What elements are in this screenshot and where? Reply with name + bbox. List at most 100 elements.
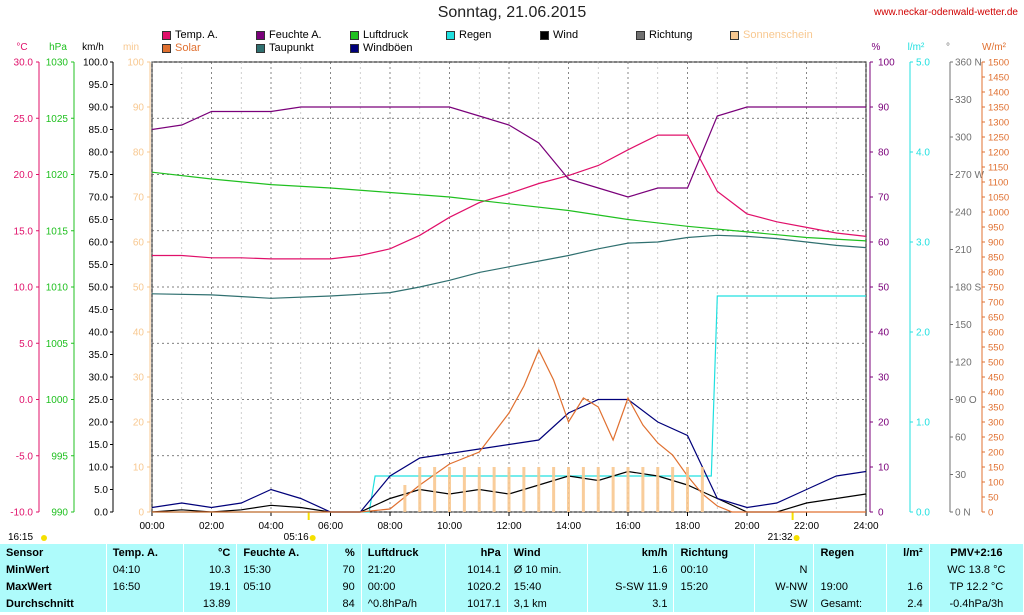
stats-cell: 00:00 (361, 578, 447, 595)
legend-swatch (446, 30, 455, 40)
axis-tick-label: 1150 (988, 163, 1008, 174)
axis-tick-label: 10.0 (14, 283, 34, 294)
axis-tick-label: 990 (51, 508, 68, 519)
axis-tick-label: 80 (133, 148, 145, 159)
axis-tick-label: 15.0 (89, 440, 109, 451)
axis-tick-label: 0.0 (19, 395, 33, 406)
axis-tick-label: 40 (133, 328, 145, 339)
stats-header-cell: Luftdruck (361, 544, 447, 561)
sunshine-bar (581, 467, 585, 512)
legend-swatch (256, 30, 265, 40)
axis-unit: l/m² (908, 42, 925, 53)
sunshine-bar (686, 467, 689, 512)
axis-tick-label: 25.0 (14, 114, 34, 125)
legend-item: Taupunkt (256, 42, 314, 54)
axis-tick-label: 1025 (46, 114, 69, 125)
x-tick-label: 02:00 (199, 521, 224, 532)
stats-cell: 70 (327, 561, 362, 578)
legend-label: Taupunkt (269, 42, 314, 54)
axis-tick-label: 1015 (46, 226, 69, 237)
stats-cell: 16:50 (106, 578, 184, 595)
axis-tick-label: 270 W (955, 170, 984, 181)
sunrise-icon (309, 535, 316, 541)
sunshine-bar (462, 467, 466, 512)
axis-tick-label: 210 (955, 245, 972, 256)
axis-tick-label: 90.0 (89, 103, 109, 114)
axis-tick-label: 90 (133, 103, 145, 114)
sunset-icon (793, 535, 800, 541)
sunshine-bar (552, 467, 556, 512)
legend-swatch (162, 43, 171, 53)
series-line-temp-a- (152, 134, 867, 260)
stats-cell: Gesamt: (813, 595, 887, 612)
legend-label: Windböen (363, 42, 413, 54)
legend-swatch (162, 30, 171, 40)
site-link[interactable]: www.neckar-odenwald-wetter.de (874, 7, 1018, 18)
axis-tick-label: 1200 (988, 148, 1009, 159)
x-tick-label: 22:00 (794, 521, 819, 532)
axis-tick-label: 1500 (988, 58, 1009, 69)
stats-cell: 15:40 (507, 578, 589, 595)
axis-tick-label: 1300 (988, 118, 1009, 129)
axis-tick-label: 120 (955, 358, 972, 369)
x-tick-label: 00:00 (139, 521, 164, 532)
x-tick-label: 08:00 (377, 521, 402, 532)
legend-item: Wind (540, 29, 578, 41)
sunshine-bar (700, 467, 704, 512)
legend-label: Sonnenschein (743, 29, 813, 41)
axis-tick-label: 5.0 (94, 485, 108, 496)
axis-unit: % (872, 42, 881, 53)
stats-table: Sensor Temp. A. °C Feuchte A.% Luftdruck hPa W… (0, 544, 1024, 612)
axis-unit: hPa (49, 42, 67, 53)
stats-cell: N (754, 561, 815, 578)
axis-tick-label: 30 (133, 373, 145, 384)
axis-tick-label: 0 (988, 508, 993, 519)
stats-cell: 3,1 km (507, 595, 589, 612)
x-tick-label: 16:00 (615, 521, 640, 532)
stats-header-cell: Temp. A. (106, 544, 184, 561)
legend-swatch (256, 43, 265, 53)
axis-tick-label: 150 (988, 463, 1004, 474)
axis-tick-label: 50.0 (89, 283, 109, 294)
stats-cell: 2.4 (886, 595, 930, 612)
axis-tick-label: 25.0 (89, 395, 109, 406)
legend-label: Regen (459, 29, 492, 41)
axis-tick-label: 1000 (988, 208, 1009, 219)
axis-tick-label: 70 (878, 193, 890, 204)
axis-tick-label: 2.0 (916, 328, 930, 339)
axis-tick-label: 350 (988, 403, 1004, 414)
legend-swatch (730, 30, 739, 40)
axis-tick-label: 0.0 (916, 508, 930, 519)
axis-tick-label: 4.0 (916, 148, 930, 159)
sunshine-bar (448, 467, 451, 512)
axis-tick-label: 70.0 (89, 193, 109, 204)
axis-tick-label: 1050 (988, 193, 1009, 204)
axis-tick-label: 50 (133, 283, 145, 294)
sunshine-bar (611, 467, 615, 512)
series-line-windb-en (151, 398, 867, 513)
chart-title: Sonntag, 21.06.2015 (437, 4, 587, 21)
stats-cell: 1.6 (886, 578, 930, 595)
stats-cell: 00:10 (673, 561, 755, 578)
axis-tick-label: 35.0 (89, 350, 109, 361)
axis-tick-label: 0.0 (94, 508, 108, 519)
axis-tick-label: 1020 (46, 170, 69, 181)
axis-tick-label: 1350 (988, 103, 1009, 114)
axis-tick-label: 550 (988, 343, 1004, 354)
stats-cell: W-NW (754, 578, 815, 595)
legend-item: Temp. A. (162, 29, 218, 41)
legend-label: Solar (175, 42, 201, 54)
axis-tick-label: 1010 (46, 283, 69, 294)
axis-tick-label: 240 (955, 208, 972, 219)
legend-item: Luftdruck (350, 29, 408, 41)
legend-label: Wind (553, 29, 579, 41)
axis-tick-label: 1.0 (916, 418, 930, 429)
axis-tick-label: 85.0 (89, 125, 109, 136)
axis-unit: W/m² (982, 42, 1007, 53)
stats-cell: 04:10 (106, 561, 184, 578)
axis-tick-label: -5.0 (16, 451, 34, 462)
legend-item: Richtung (636, 29, 692, 41)
axis-tick-label: 10 (878, 463, 890, 474)
sunshine-bar (507, 467, 511, 512)
sunshine-bar (641, 467, 645, 512)
